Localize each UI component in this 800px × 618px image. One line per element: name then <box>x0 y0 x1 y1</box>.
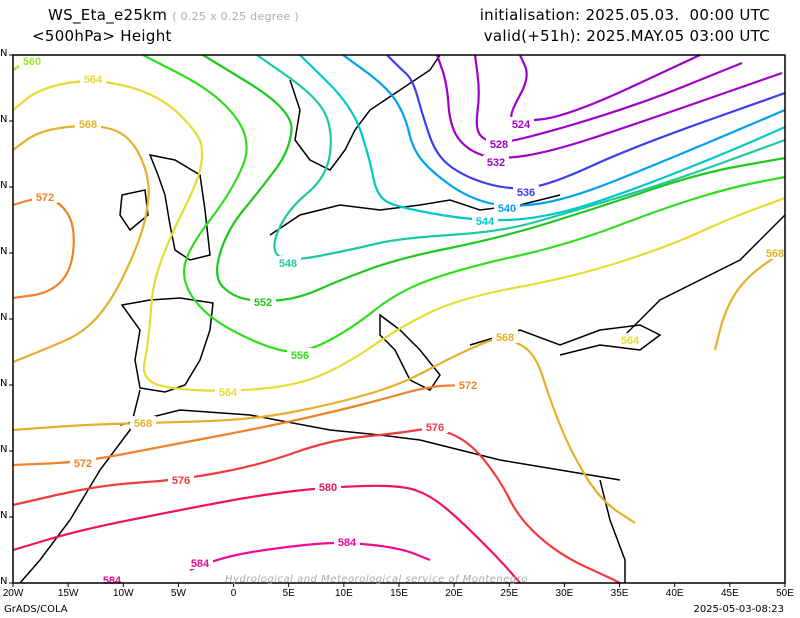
contour-568 <box>12 337 636 524</box>
contour-label-584: 584 <box>338 537 357 549</box>
contour-label-bg <box>187 556 213 569</box>
contour-532 <box>435 54 783 159</box>
contour-label-bg <box>422 420 448 433</box>
lon-label: 40E <box>665 588 684 599</box>
contour-label-bg <box>513 185 539 198</box>
contour-label-584: 584 <box>191 558 210 570</box>
contour-label-568: 568 <box>79 119 97 131</box>
valid-time: valid(+51h): 2025.MAY.05 03:00 UTC <box>483 27 770 45</box>
render-timestamp: 2025-05-03-08:23 <box>693 604 784 615</box>
contour-568 <box>713 249 786 351</box>
contour-label-560: 560 <box>23 56 41 68</box>
contour-556 <box>142 54 786 353</box>
lon-label: 35E <box>610 588 629 599</box>
contour-label-568: 568 <box>766 248 784 260</box>
contour-label-bg <box>762 246 788 259</box>
lon-label: 45E <box>720 588 739 599</box>
contour-576 <box>12 428 621 584</box>
contour-label-bg <box>275 256 301 269</box>
contour-label-bg <box>75 117 101 130</box>
contour-568 <box>12 124 150 364</box>
resolution-label: ( 0.25 x 0.25 degree ) <box>172 10 299 23</box>
lat-label: N <box>0 246 8 257</box>
contour-584 <box>189 541 431 572</box>
contour-label-bg <box>80 72 106 85</box>
contour-label-576: 576 <box>426 422 444 434</box>
contour-label-568: 568 <box>134 418 152 430</box>
lon-label: 25E <box>500 588 519 599</box>
contour-524 <box>510 54 701 122</box>
contour-label-564: 564 <box>621 335 640 347</box>
contour-label-bg <box>494 201 520 214</box>
lat-label: N <box>0 180 8 191</box>
contour-572 <box>12 197 75 300</box>
contour-label-bg <box>32 190 58 203</box>
contour-label-bg <box>617 333 643 346</box>
contour-label-572: 572 <box>459 380 477 392</box>
contour-label-bg <box>334 535 360 548</box>
lon-label: 20W <box>2 588 24 599</box>
init-time: initialisation: 2025.05.03. 00:00 UTC <box>479 6 770 24</box>
contour-label-568: 568 <box>496 332 514 344</box>
contour-label-552: 552 <box>254 297 272 309</box>
lat-label: N <box>0 48 8 59</box>
contour-label-548: 548 <box>279 258 297 270</box>
lat-label: N <box>0 444 8 455</box>
contour-label-544: 544 <box>476 216 495 228</box>
lat-label: N <box>0 114 8 125</box>
contour-label-564: 564 <box>219 387 238 399</box>
contour-544 <box>299 54 786 222</box>
contour-label-bg <box>130 416 156 429</box>
contour-580 <box>12 484 521 584</box>
lon-label: 15W <box>57 588 79 599</box>
contour-label-528: 528 <box>490 139 508 151</box>
contour-label-bg <box>455 378 481 391</box>
watermark: Hydrological and Meteorological service … <box>225 574 528 585</box>
contour-564 <box>12 80 786 392</box>
contour-label-bg <box>492 330 518 343</box>
lon-label: 10W <box>113 588 134 599</box>
contour-label-bg <box>168 473 194 486</box>
contour-528 <box>473 54 743 144</box>
contour-label-bg <box>483 155 509 168</box>
lat-label: N <box>0 378 8 389</box>
contour-label-bg <box>70 456 96 469</box>
contour-label-540: 540 <box>498 203 516 215</box>
contour-label-532: 532 <box>487 157 505 169</box>
contour-label-bg <box>215 385 241 398</box>
lon-label: 5E <box>282 588 295 599</box>
lat-label: N <box>0 312 8 323</box>
contour-label-564: 564 <box>84 74 103 86</box>
contour-label-584: 584 <box>103 575 122 587</box>
lon-label: 0 <box>230 588 237 599</box>
contour-540 <box>342 54 786 207</box>
lon-label: 30E <box>555 588 574 599</box>
lon-label: 20E <box>445 588 464 599</box>
contour-label-576: 576 <box>172 475 190 487</box>
lat-label: N <box>0 576 8 587</box>
contour-label-572: 572 <box>74 458 92 470</box>
lon-label: 15E <box>390 588 408 599</box>
lon-label: 10E <box>334 588 353 599</box>
lon-label: 50E <box>776 588 794 599</box>
contour-label-572: 572 <box>36 192 54 204</box>
grads-credit: GrADS/COLA <box>4 604 68 615</box>
field-title: <500hPa> Height <box>32 27 172 45</box>
contour-label-bg <box>472 214 498 227</box>
contour-label-bg <box>287 348 313 361</box>
lon-label: 5W <box>170 588 186 599</box>
contour-label-bg <box>315 480 341 493</box>
contour-536 <box>386 54 786 190</box>
contour-label-580: 580 <box>319 482 337 494</box>
contour-label-bg <box>508 117 534 130</box>
contour-label-556: 556 <box>291 350 309 362</box>
model-title: WS_Eta_e25km ( 0.25 x 0.25 degree ) <box>48 6 299 24</box>
contour-label-bg <box>486 137 512 150</box>
contour-label-524: 524 <box>512 119 531 131</box>
lat-label: N <box>0 510 8 521</box>
contour-label-536: 536 <box>517 187 535 199</box>
contour-label-bg <box>19 54 45 67</box>
contour-label-bg <box>250 295 276 308</box>
